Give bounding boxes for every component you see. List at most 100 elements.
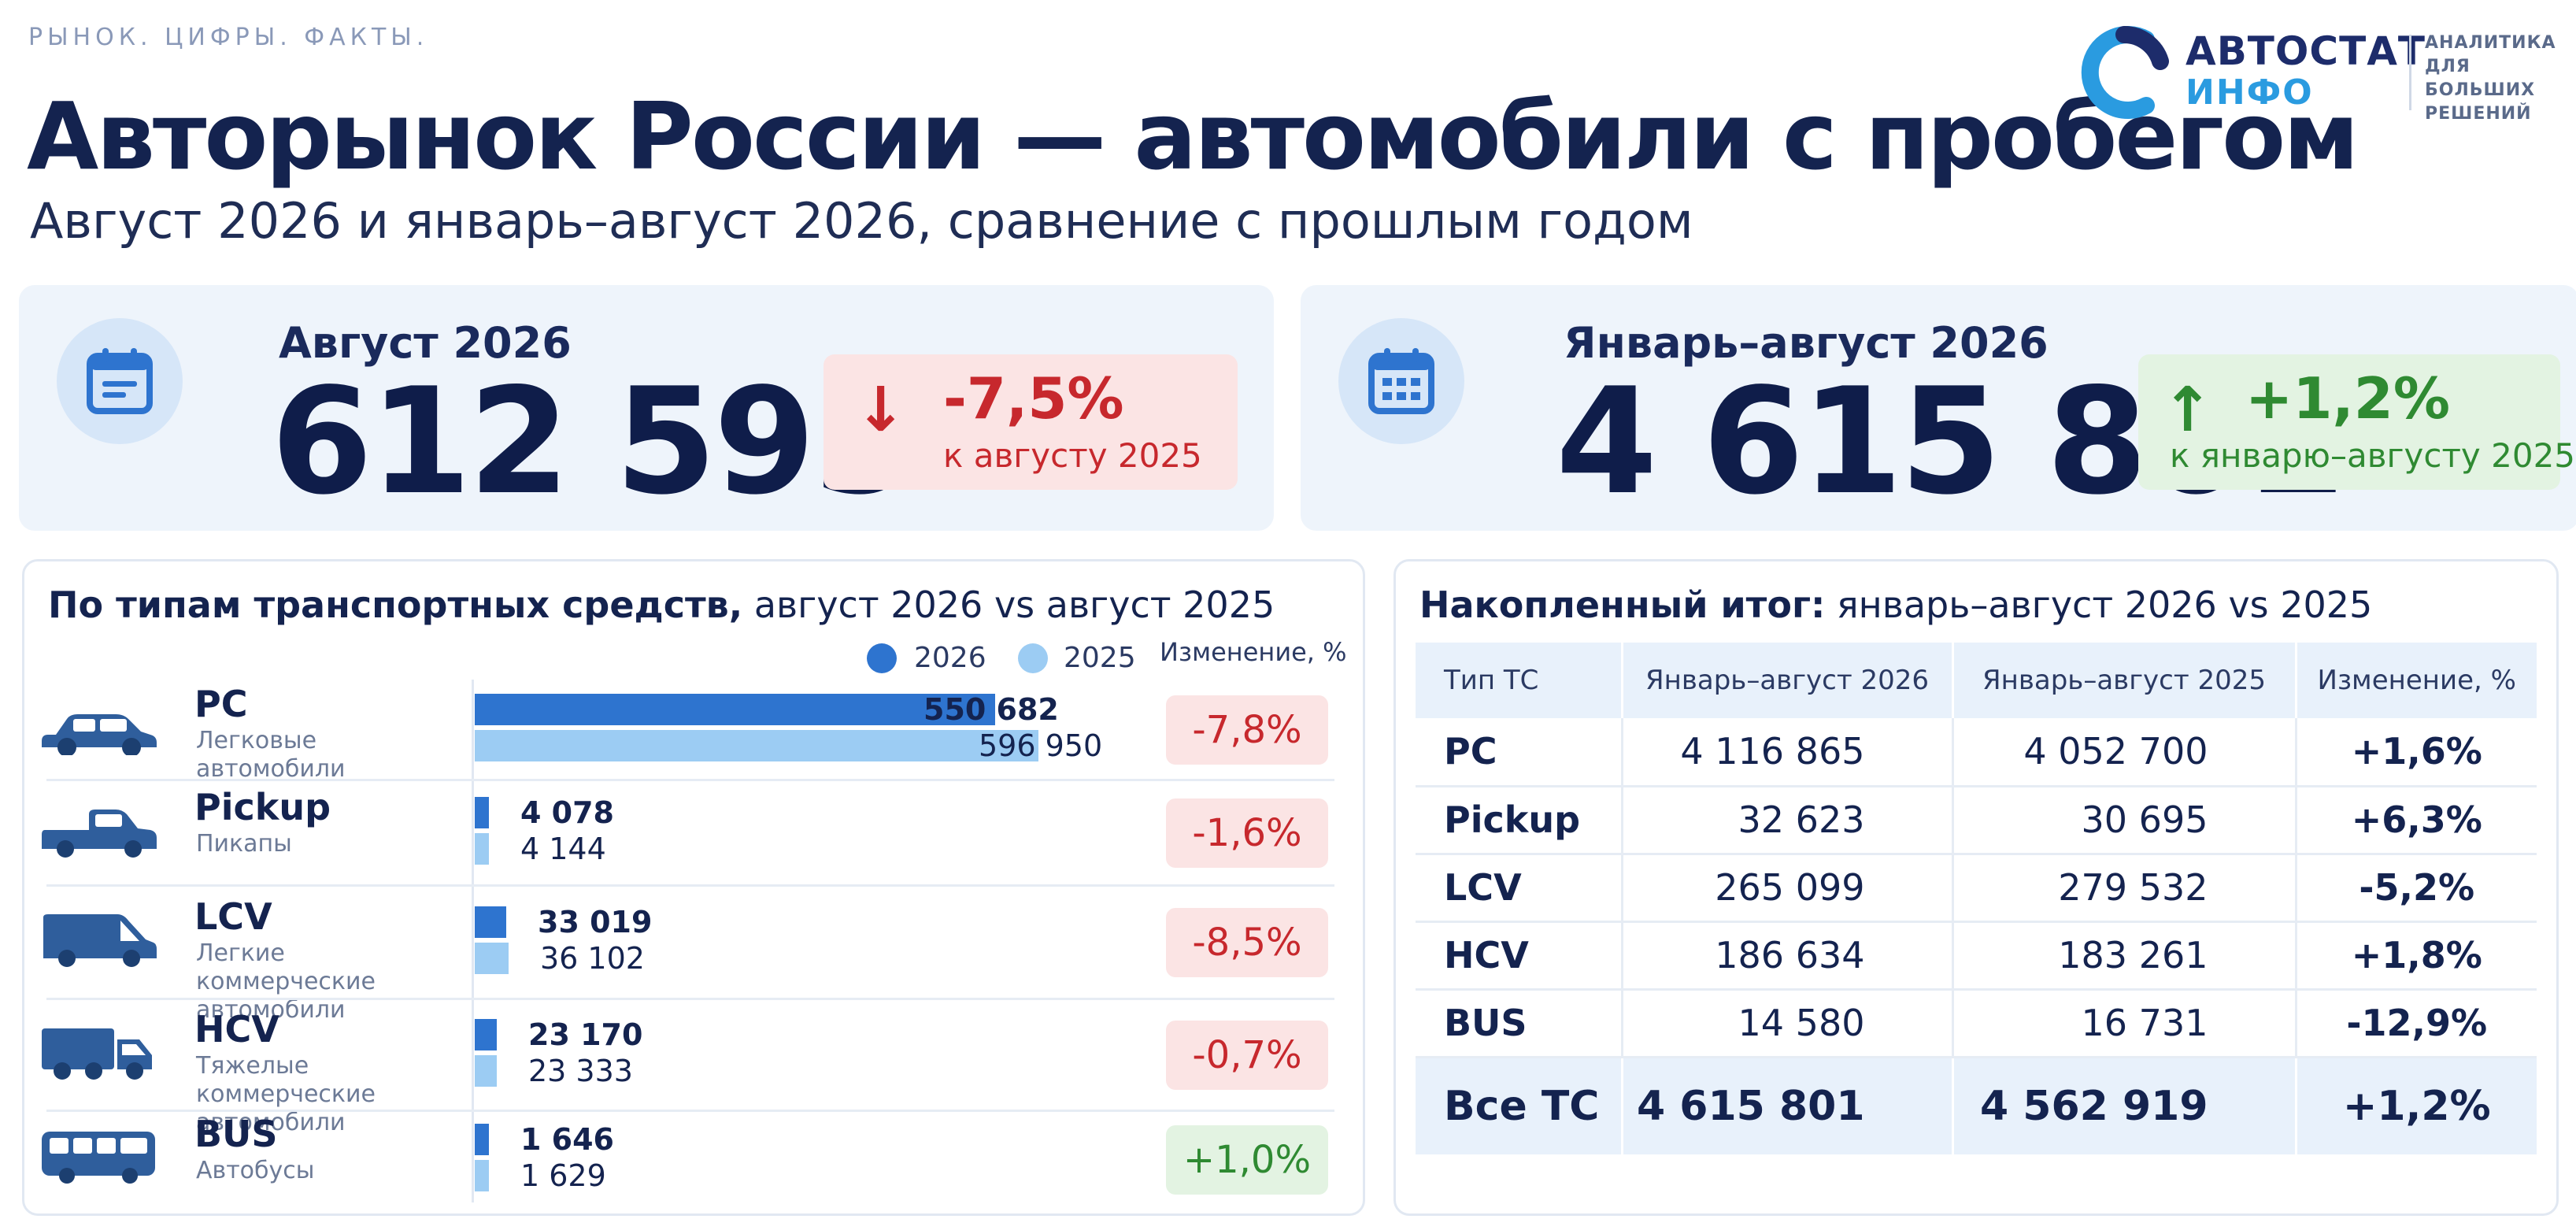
cell-2025: 4 052 700 [1952,718,2297,787]
change-badge: -7,8% [1166,695,1328,765]
bus-icon [42,1132,155,1184]
arrow-up-icon: ↑ [2162,375,2214,446]
kpi-card-august: Август 2026 612 595 ↓ -7,5% к августу 20… [19,285,1274,531]
category-label: Автобусы [196,1157,315,1184]
chart-row-hcv: HCV Тяжелые коммерческие автомобили 23 170… [24,999,1363,1136]
calendar-icon [57,318,183,444]
cell-type: Pickup [1416,786,1623,855]
category-label: Тяжелые коммерческие автомобили [196,1052,376,1136]
kpi-change-note: к августу 2025 [943,436,1202,475]
data-label-2026: 33 019 [538,905,653,939]
row-separator [46,1110,1334,1112]
table-row: PC 4 116 865 4 052 700 +1,6% [1416,718,2537,787]
bar-2025-pc [475,730,1038,761]
legend-label-2026: 2026 [914,642,986,674]
cell-change: -12,9% [2296,989,2537,1058]
legend-swatch-2026 [867,643,897,673]
page-subtitle: Август 2026 и январь–август 2026, сравне… [30,192,1693,250]
column-header: Тип ТС [1416,643,1623,718]
cell-2025: 279 532 [1952,854,2297,923]
table-row: HCV 186 634 183 261 +1,8% [1416,921,2537,991]
data-label-2025: 36 102 [540,941,645,976]
row-separator [46,779,1334,781]
logo-name-secondary: ИНФО [2186,72,2314,113]
bar-2026-pickup [475,797,489,828]
bar-2026-lcv [475,906,506,938]
autostat-logo-icon [2081,25,2169,119]
kpi-change-value: -7,5% [943,365,1124,432]
category-code: LCV [194,895,272,938]
kpi-value: 612 595 [271,356,914,527]
pickup-icon [42,810,157,858]
data-label-2025: 596 950 [979,728,1103,763]
arrow-down-icon: ↓ [855,375,907,446]
cell-type: HCV [1416,921,1623,991]
car-icon [42,714,157,755]
kpi-change-note: к январю–августу 2025 [2170,436,2576,475]
category-code: BUS [194,1113,278,1155]
bar-2026-bus [475,1124,489,1155]
logo-name-primary: АВТОСТАТ [2186,28,2426,74]
data-label-2026: 550 682 [923,692,1059,727]
kpi-change-badge: ↓ -7,5% к августу 2025 [824,354,1238,490]
cell-change: -5,2% [2296,854,2537,923]
cell-change: +1,8% [2296,921,2537,991]
chart-row-pickup: Pickup Пикапы 4 078 4 144 -1,6% [24,780,1363,887]
calendar-grid-icon [1338,318,1464,444]
bar-2026-hcv [475,1019,497,1050]
bar-2025-bus [475,1160,489,1191]
cell-2025: 30 695 [1952,786,2297,855]
cell-2026: 4 116 865 [1622,718,1954,787]
data-label-2026: 1 646 [520,1122,614,1157]
data-label-2025: 4 144 [520,832,606,866]
table-header-row: Тип ТС Январь–август 2026 Январь–август … [1416,643,2537,718]
logo-tagline: АНАЛИТИКА ДЛЯ БОЛЬШИХ РЕШЕНИЙ [2425,33,2556,124]
table-body: PC 4 116 865 4 052 700 +1,6% Pickup 32 623 30 … [1416,718,2537,1154]
table-row: Pickup 32 623 30 695 +6,3% [1416,786,2537,855]
chart-row-lcv: LCV Легкие коммерческие автомобили 33 019 3… [24,886,1363,1024]
row-separator [46,884,1334,887]
cell-2026: 186 634 [1622,921,1954,991]
change-column-header: Изменение, % [1160,637,1347,667]
kpi-period: Январь–август 2026 [1564,318,2049,368]
change-badge: -1,6% [1166,798,1328,868]
vehicle-type-chart-panel: По типам транспортных средств, август 20… [22,559,1365,1216]
category-code: HCV [194,1008,279,1050]
row-separator [46,998,1334,1000]
table-title: Накопленный итог: январь–август 2026 vs … [1419,584,2373,626]
cell-change: +1,2% [2296,1057,2537,1154]
column-header: Январь–август 2026 [1622,643,1954,718]
column-header: Изменение, % [2296,643,2537,718]
van-icon [43,914,157,967]
cell-change: +6,3% [2296,786,2537,855]
kpi-period: Август 2026 [279,318,572,368]
chart-axis-line [472,680,474,1202]
kpi-change-value: +1,2% [2245,365,2451,432]
legend-swatch-2025 [1018,643,1048,673]
column-header: Январь–август 2025 [1952,643,2297,718]
category-label: Пикапы [196,830,292,858]
cell-2025: 183 261 [1952,921,2297,991]
legend-label-2025: 2025 [1064,642,1136,674]
cell-type: Все ТС [1416,1057,1623,1154]
cell-2026: 4 615 801 [1622,1057,1954,1154]
bar-2026-pc [475,694,995,725]
data-label-2026: 23 170 [528,1017,643,1052]
table-row: BUS 14 580 16 731 -12,9% [1416,989,2537,1058]
cell-type: PC [1416,718,1623,787]
chart-row-bus: BUS Автобусы 1 646 1 629 +1,0% [24,1111,1363,1209]
data-label-2025: 23 333 [528,1054,633,1088]
chart-title: По типам транспортных средств, август 20… [48,584,1275,626]
table-total-row: Все ТС 4 615 801 4 562 919 +1,2% [1416,1057,2537,1154]
cell-change: +1,6% [2296,718,2537,787]
cumulative-table: Тип ТС Январь–август 2026 Январь–август … [1416,643,2537,1154]
cell-2026: 14 580 [1622,989,1954,1058]
data-label-2025: 1 629 [520,1158,606,1193]
kpi-card-ytd: Январь–август 2026 4 615 801 ↑ +1,2% к я… [1301,285,2576,531]
change-badge: +1,0% [1166,1125,1328,1195]
bar-2025-lcv [475,943,509,974]
category-label: Легкие коммерческие автомобили [196,939,376,1024]
cell-type: BUS [1416,989,1623,1058]
change-badge: -0,7% [1166,1021,1328,1090]
cell-2025: 4 562 919 [1952,1057,2297,1154]
